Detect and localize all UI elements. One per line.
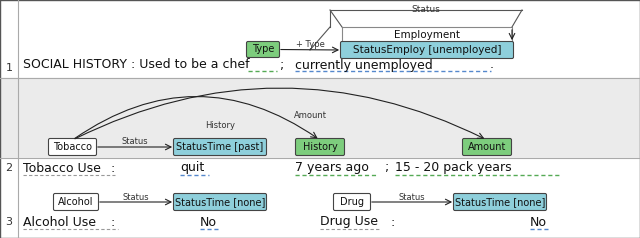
Text: :: : [110, 215, 115, 228]
Text: Amount: Amount [294, 111, 326, 120]
Text: Tobacco Use: Tobacco Use [23, 162, 101, 174]
FancyBboxPatch shape [333, 193, 371, 210]
Text: StatusTime [none]: StatusTime [none] [175, 197, 265, 207]
Text: Amount: Amount [468, 142, 506, 152]
Text: Status: Status [122, 138, 148, 147]
Text: .: . [490, 59, 494, 71]
Text: No: No [200, 215, 217, 228]
Text: 7 years ago: 7 years ago [295, 162, 369, 174]
FancyBboxPatch shape [173, 139, 266, 155]
Text: History: History [205, 122, 235, 130]
Text: 2: 2 [5, 163, 13, 173]
Text: StatusTime [none]: StatusTime [none] [455, 197, 545, 207]
Text: 1: 1 [6, 63, 13, 73]
FancyBboxPatch shape [54, 193, 99, 210]
Text: History: History [303, 142, 337, 152]
FancyBboxPatch shape [296, 139, 344, 155]
Text: 3: 3 [6, 217, 13, 227]
FancyBboxPatch shape [246, 41, 280, 58]
Bar [0, 158, 640, 238]
Text: quit: quit [180, 162, 204, 174]
Bar [342, 27, 512, 43]
Text: Alcohol Use: Alcohol Use [23, 215, 96, 228]
Text: :: : [390, 215, 394, 228]
Text: 15 - 20 pack years: 15 - 20 pack years [395, 162, 511, 174]
Bar [0, 0, 640, 78]
Bar [0, 78, 640, 158]
FancyBboxPatch shape [340, 41, 513, 59]
FancyBboxPatch shape [454, 193, 547, 210]
Text: Status: Status [123, 193, 149, 202]
Text: SOCIAL HISTORY : Used to be a chef: SOCIAL HISTORY : Used to be a chef [23, 59, 250, 71]
Text: Drug: Drug [340, 197, 364, 207]
Text: Tobacco: Tobacco [53, 142, 92, 152]
Text: Status: Status [399, 193, 426, 202]
FancyBboxPatch shape [49, 139, 97, 155]
Text: Alcohol: Alcohol [58, 197, 93, 207]
Text: ;: ; [385, 162, 389, 174]
FancyBboxPatch shape [173, 193, 266, 210]
Text: Status: Status [412, 5, 440, 14]
Text: currently unemployed: currently unemployed [295, 59, 433, 71]
Text: No: No [530, 215, 547, 228]
Text: Drug Use: Drug Use [320, 215, 378, 228]
Text: ;: ; [280, 59, 284, 71]
Text: StatusEmploy [unemployed]: StatusEmploy [unemployed] [353, 45, 501, 55]
FancyBboxPatch shape [463, 139, 511, 155]
Text: StatusTime [past]: StatusTime [past] [177, 142, 264, 152]
Text: Employment: Employment [394, 30, 460, 40]
Text: + Type: + Type [296, 40, 324, 49]
Text: :: : [110, 162, 115, 174]
Text: Type: Type [252, 45, 274, 55]
